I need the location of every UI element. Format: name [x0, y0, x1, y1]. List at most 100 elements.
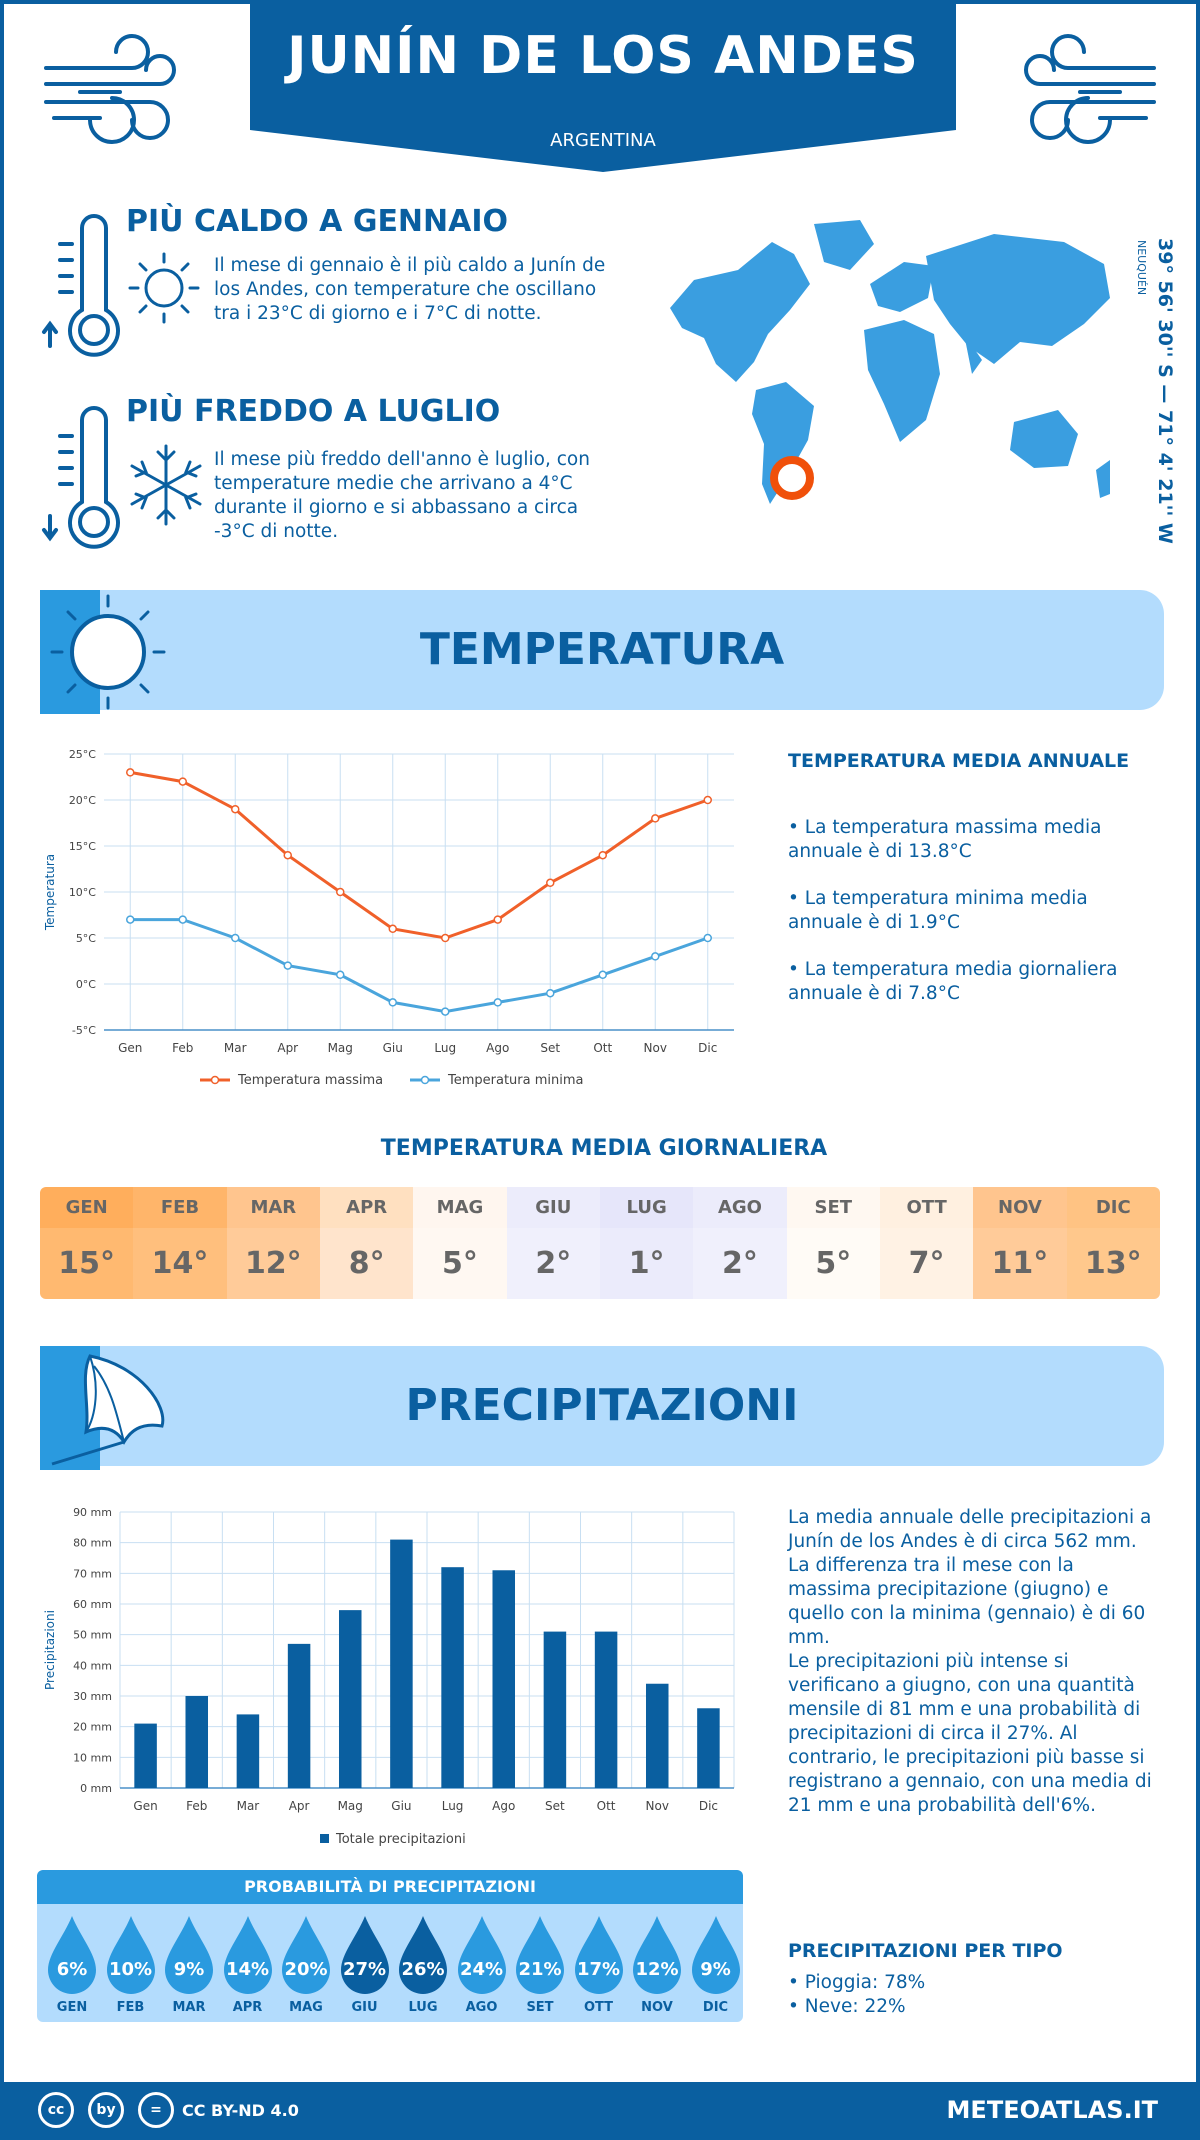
daily-value: 5°	[413, 1228, 507, 1299]
x-tick-label: Mag	[328, 1041, 353, 1055]
country-label: ARGENTINA	[550, 130, 656, 151]
location-marker	[770, 456, 814, 500]
by-icon: by	[88, 2092, 124, 2128]
temperature-chart: -5°C 0°C 5°C 10°C 15°C 20°C 25°C Gen Feb Mar Apr Ma…	[43, 748, 734, 1088]
raindrop-icon	[516, 1916, 564, 1994]
series-line-min	[130, 918, 709, 1014]
raindrop-icon	[282, 1916, 330, 1994]
precip-bar	[645, 1683, 669, 1788]
x-tick-label: Nov	[646, 1799, 669, 1813]
thermometer-warm-icon	[42, 214, 120, 357]
precip-para-2: Le precipitazioni più intense si verific…	[788, 1651, 1152, 1816]
daily-value: 8°	[319, 1228, 414, 1299]
y-tick-label: 0 mm	[80, 1782, 112, 1795]
daily-value: 2°	[506, 1228, 600, 1299]
y-tick-label: 25°C	[69, 748, 96, 761]
precip-probability-month: DIC	[702, 2000, 729, 2015]
precip-probability-month: GIU	[351, 2000, 378, 2015]
x-tick-label: Mar	[237, 1799, 260, 1813]
data-point	[598, 970, 607, 980]
x-tick-label: Mar	[224, 1041, 247, 1055]
y-tick-label: 10°C	[69, 886, 96, 899]
raindrop-shape	[457, 1916, 506, 1994]
raindrop-shape	[165, 1916, 213, 1994]
wind-icon	[44, 34, 176, 144]
precip-bar	[697, 1708, 720, 1788]
annual-temp-min: • La temperatura minima media annuale è …	[788, 888, 1088, 933]
world-map	[670, 220, 1110, 504]
raindrop-shape	[223, 1916, 272, 1994]
precip-probability-month: NOV	[641, 2000, 673, 2015]
raindrop-shape	[48, 1916, 96, 1994]
daily-cell: MAR 12°	[226, 1187, 320, 1299]
x-tick-label: Set	[545, 1799, 565, 1813]
brand-link[interactable]: METEOATLAS.IT	[946, 2096, 1158, 2124]
infographic: JUNÍN DE LOS ANDES ARGENTINA PIÙ CALDO A…	[4, 4, 1196, 2082]
precip-probability-value: 17%	[576, 1959, 621, 1980]
x-tick-label: Dic	[699, 1799, 718, 1813]
series-line-max	[129, 770, 709, 940]
precip-probability-value: 9%	[700, 1959, 731, 1980]
data-point	[703, 933, 712, 943]
daily-month-label: OTT	[879, 1187, 974, 1228]
x-tick-label: Nov	[644, 1041, 667, 1055]
x-tick-label: Ago	[486, 1041, 509, 1055]
legend-label: Temperatura massima	[237, 1073, 383, 1088]
data-point	[126, 915, 135, 924]
data-point	[178, 915, 187, 924]
precip-probability-month: LUG	[408, 2000, 438, 2015]
data-point	[231, 933, 240, 943]
precip-title: PRECIPITAZIONI	[405, 1380, 799, 1431]
raindrop-shape	[282, 1916, 330, 1994]
precip-bar	[338, 1610, 362, 1788]
temperature-band	[40, 590, 1164, 710]
y-tick-label: 50 mm	[73, 1629, 112, 1642]
precip-probability-month: APR	[232, 2000, 263, 2015]
coordinates: 39° 56' 30'' S — 71° 4' 21'' W	[1154, 238, 1176, 544]
data-point	[283, 961, 292, 970]
thermometer-cold-icon	[42, 406, 120, 549]
data-point	[126, 768, 135, 777]
daily-cell: LUG 1°	[599, 1187, 694, 1299]
x-tick-label: Gen	[133, 1799, 157, 1813]
daily-value: 1°	[599, 1228, 694, 1299]
precip-probability-month: OTT	[583, 2000, 614, 2015]
data-point	[546, 878, 555, 888]
daily-value: 5°	[786, 1228, 880, 1299]
daily-cell: GIU 2°	[506, 1187, 600, 1299]
precip-bar	[492, 1570, 516, 1788]
annual-temp-max: • La temperatura massima media annuale è…	[788, 817, 1102, 862]
daily-month-label: NOV	[973, 1187, 1067, 1228]
y-tick-label: 15°C	[69, 840, 96, 853]
precip-bar	[594, 1631, 618, 1788]
wind-icon	[1024, 34, 1156, 144]
raindrop-shape	[633, 1916, 681, 1994]
raindrop-shape	[399, 1916, 447, 1994]
precip-probability-month: MAR	[172, 2000, 206, 2015]
data-point	[598, 850, 607, 860]
x-tick-label: Ott	[597, 1799, 616, 1813]
data-point	[283, 850, 292, 860]
precip-probability-value: 21%	[518, 1959, 562, 1980]
x-tick-label: Feb	[186, 1799, 207, 1813]
x-tick-label: Lug	[442, 1799, 464, 1813]
precip-probability-value: 27%	[342, 1959, 387, 1980]
raindrop-icon	[106, 1916, 155, 1994]
y-tick-label: 40 mm	[73, 1659, 112, 1672]
precip-probability-month: GEN	[56, 2000, 88, 2015]
y-tick-label: 20 mm	[73, 1721, 112, 1734]
daily-month-label: LUG	[599, 1187, 694, 1228]
data-point	[493, 915, 502, 924]
data-point	[651, 952, 660, 961]
raindrop-shape	[516, 1916, 564, 1994]
daily-value: 7°	[879, 1228, 974, 1299]
raindrop-shape	[691, 1916, 740, 1994]
y-tick-label: 0°C	[76, 978, 96, 991]
data-point	[388, 924, 397, 934]
raindrop-icon	[633, 1916, 681, 1994]
x-tick-label: Ott	[593, 1041, 612, 1055]
warmest-title: PIÙ CALDO A GENNAIO	[126, 204, 509, 239]
precip-bar	[236, 1714, 260, 1788]
precip-bar	[287, 1643, 311, 1788]
precip-probability-value: 10%	[108, 1959, 153, 1980]
